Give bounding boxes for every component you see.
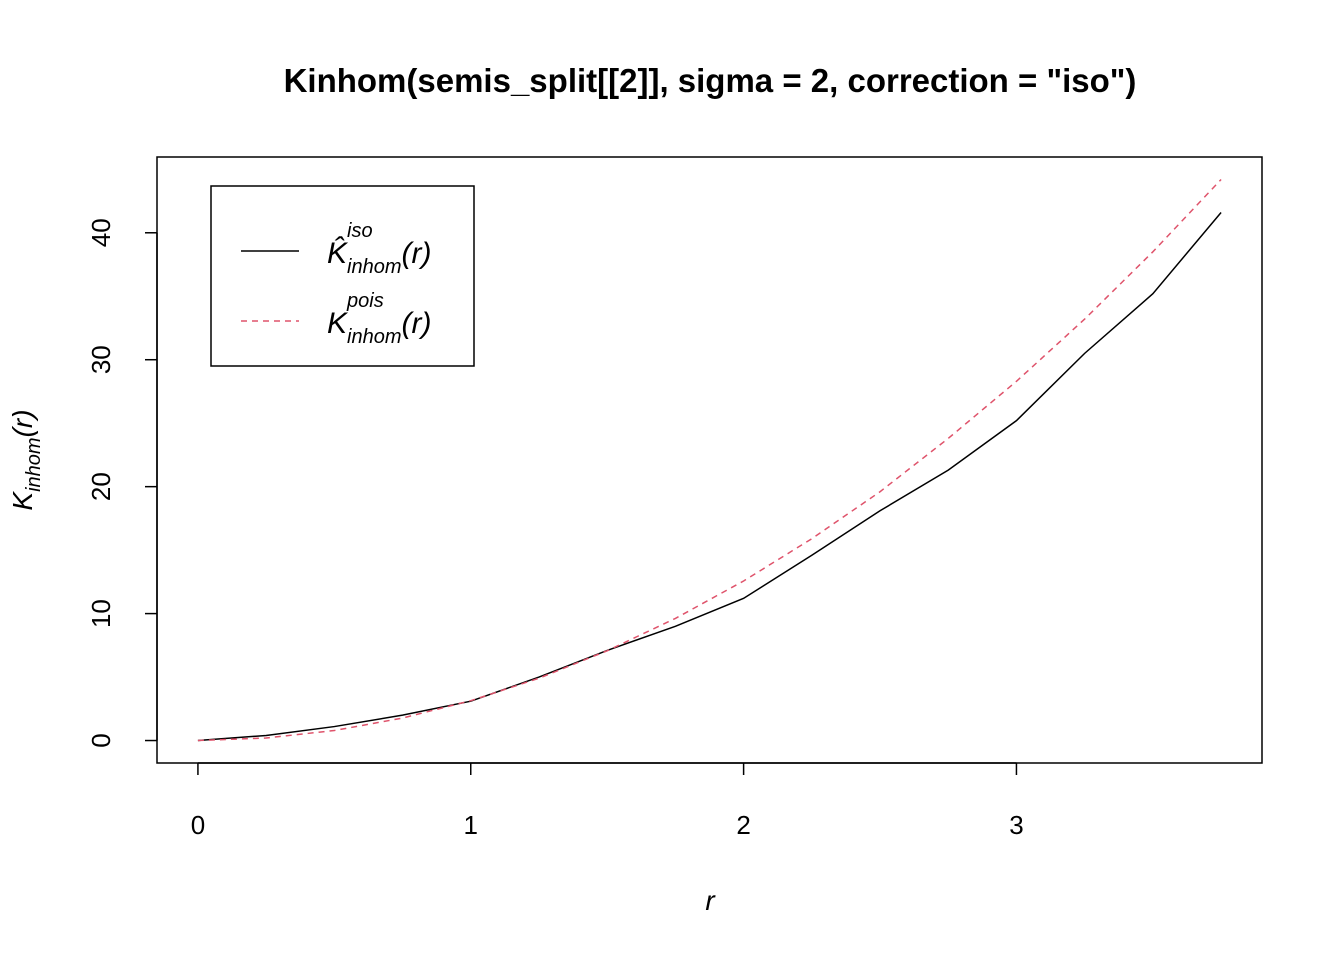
legend-label-sub: inhom [347,256,401,278]
legend-label-base: K [327,307,349,340]
x-tick-label: 0 [191,810,205,840]
legend-label-arg: (r) [402,307,432,340]
chart-title: Kinhom(semis_split[[2]], sigma = 2, corr… [284,62,1137,99]
y-tick-label: 10 [86,599,116,628]
x-tick-label: 3 [1009,810,1023,840]
y-label-arg: (r) [7,409,38,437]
x-axis-label: r [705,885,716,916]
legend-label: K̂iso inhom(r) [327,220,431,278]
y-tick-label: 30 [86,345,116,374]
legend-box [210,185,475,367]
legend-label-base: K̂ [327,237,349,270]
y-axis-label: Kinhom(r) [7,409,45,510]
legend-label: Kpois inhom(r) [327,290,431,348]
y-tick-label: 40 [86,218,116,247]
x-tick-label: 1 [464,810,478,840]
data-line [197,178,1222,742]
y-label-sub: inhom [23,437,45,491]
legend-label-sup: iso [347,220,373,242]
legend-label-sup: pois [346,290,384,312]
x-tick-label: 2 [736,810,750,840]
data-line [197,211,1222,742]
y-tick-label: 0 [86,733,116,747]
y-tick-label: 20 [86,472,116,501]
legend-label-sub: inhom [347,326,401,348]
y-label-base: K [7,491,38,511]
legend-label-arg: (r) [402,237,432,270]
